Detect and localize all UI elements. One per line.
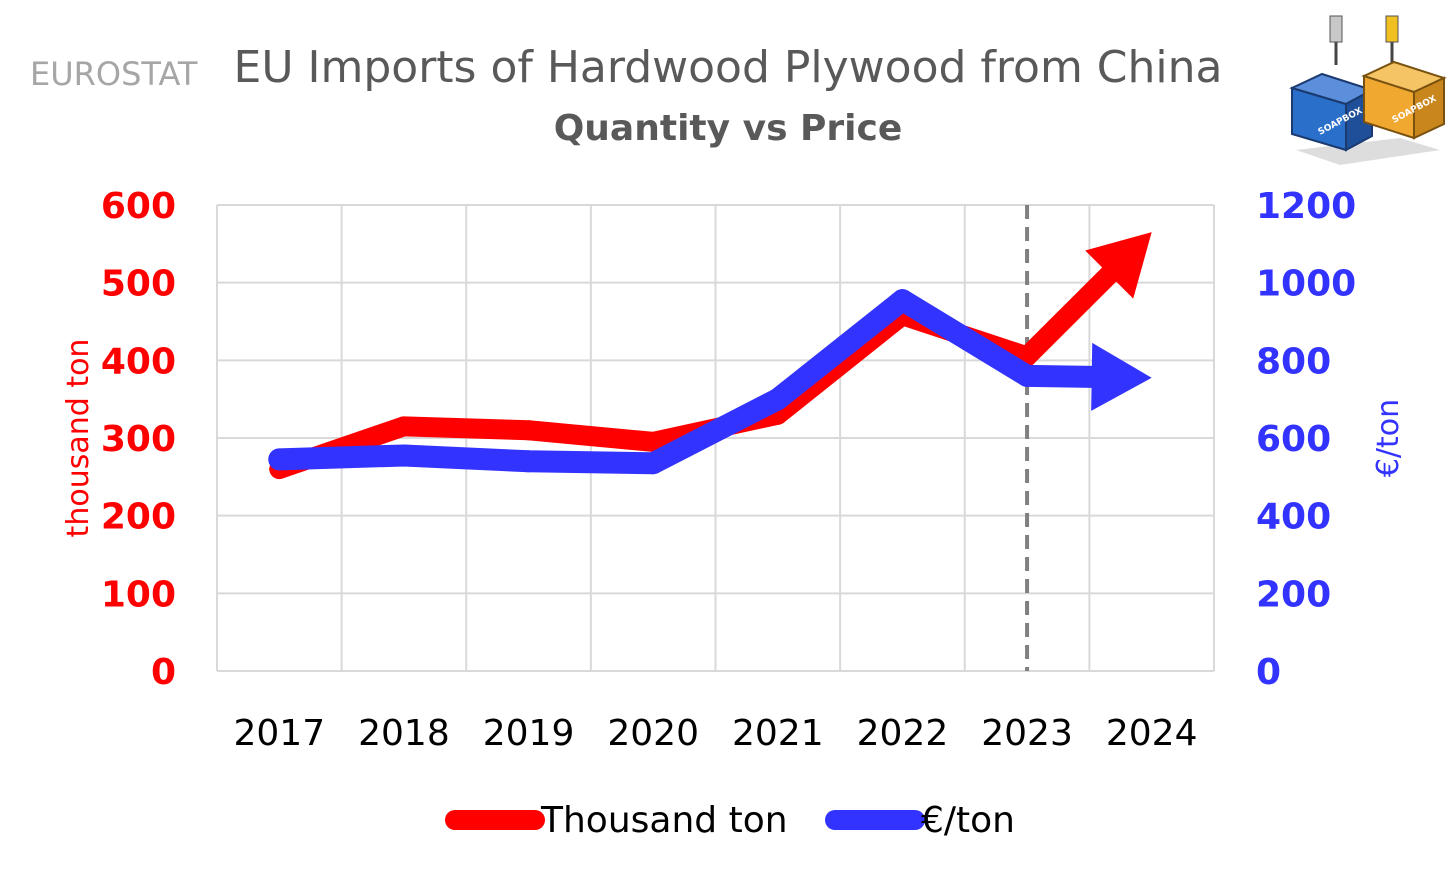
data-point [268, 448, 291, 471]
data-point [766, 388, 789, 411]
right-tick-label: 200 [1256, 574, 1331, 615]
left-tick-label: 500 [101, 264, 176, 305]
projection-arrowhead [1091, 342, 1152, 411]
x-tick-label: 2020 [607, 713, 699, 754]
x-tick-label: 2022 [857, 713, 949, 754]
data-point [393, 416, 414, 437]
left-tick-label: 600 [101, 186, 176, 227]
projection-shaft [1017, 264, 1120, 367]
x-tick-label: 2017 [234, 713, 326, 754]
data-point [392, 444, 415, 467]
data-point [643, 431, 664, 452]
data-point [642, 452, 665, 475]
legend-label: Thousand ton [540, 800, 788, 841]
left-tick-label: 300 [101, 419, 176, 460]
left-tick-label: 200 [101, 497, 176, 538]
soapbox-logo: SOAPBOX SOAPBOX [1289, 15, 1447, 165]
left-tick-label: 400 [101, 341, 176, 382]
left-tick-label: 100 [101, 574, 176, 615]
left-axis-title: thousand ton [61, 339, 96, 538]
x-tick-label: 2023 [981, 713, 1073, 754]
chart-subtitle: Quantity vs Price [554, 108, 903, 149]
source-label: EUROSTAT [30, 55, 198, 93]
right-tick-label: 400 [1256, 497, 1331, 538]
right-tick-label: 1000 [1256, 264, 1356, 305]
x-tick-label: 2018 [358, 713, 450, 754]
projection-arrowhead [1085, 232, 1152, 299]
data-point [891, 289, 914, 312]
right-tick-label: 800 [1256, 341, 1331, 382]
chart-title: EU Imports of Hardwood Plywood from Chin… [234, 42, 1223, 93]
data-point [518, 420, 539, 441]
x-tick-label: 2024 [1106, 713, 1198, 754]
data-point [517, 450, 540, 473]
projection-shaft [1016, 364, 1103, 388]
x-tick-label: 2019 [483, 713, 575, 754]
right-tick-label: 600 [1256, 419, 1331, 460]
right-tick-label: 0 [1256, 652, 1281, 693]
x-tick-label: 2021 [732, 713, 824, 754]
right-tick-label: 1200 [1256, 186, 1356, 227]
right-axis-title: €/ton [1371, 399, 1406, 477]
left-tick-label: 0 [151, 652, 176, 693]
legend-label: €/ton [921, 800, 1015, 841]
